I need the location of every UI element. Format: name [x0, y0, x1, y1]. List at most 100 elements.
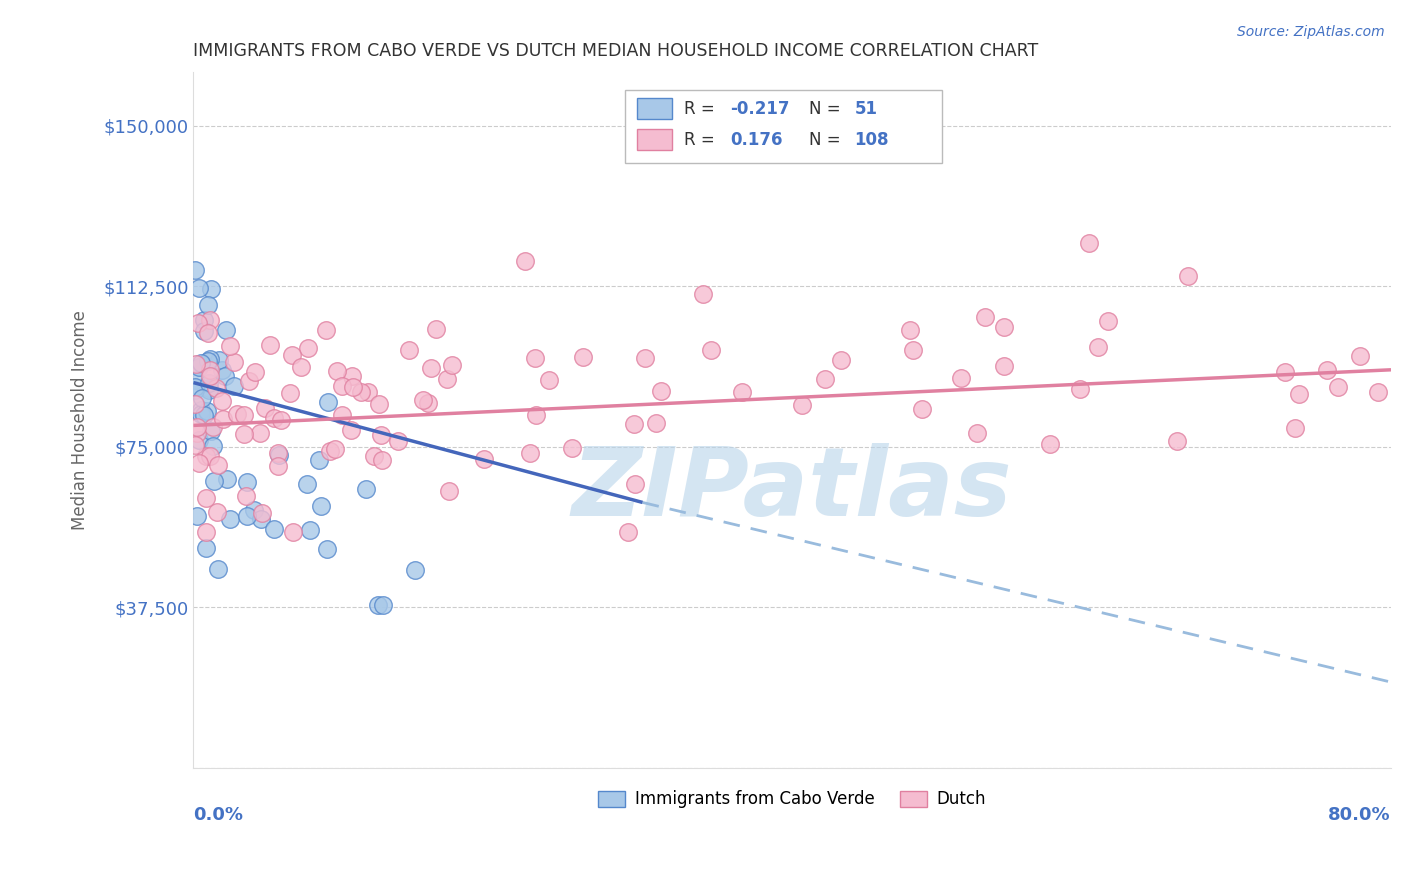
Point	[297, 341, 319, 355]
Point	[259, 337, 281, 351]
Point	[200, 282, 222, 296]
Text: ZIPatlas: ZIPatlas	[572, 443, 1012, 536]
Point	[205, 504, 228, 518]
Point	[295, 477, 318, 491]
Point	[184, 357, 207, 371]
Point	[190, 407, 212, 421]
Point	[1166, 434, 1188, 448]
Text: IMMIGRANTS FROM CABO VERDE VS DUTCH MEDIAN HOUSEHOLD INCOME CORRELATION CHART: IMMIGRANTS FROM CABO VERDE VS DUTCH MEDI…	[194, 42, 1039, 60]
Point	[1348, 349, 1371, 363]
Point	[472, 452, 495, 467]
Point	[1288, 386, 1310, 401]
Point	[187, 281, 209, 295]
Point	[198, 449, 221, 463]
Point	[356, 482, 378, 496]
Point	[1327, 380, 1350, 394]
Point	[212, 412, 235, 426]
Point	[235, 489, 257, 503]
Point	[215, 322, 238, 336]
Point	[1316, 362, 1339, 376]
FancyBboxPatch shape	[624, 90, 942, 163]
Point	[330, 409, 353, 423]
Point	[236, 475, 259, 490]
Point	[830, 353, 852, 368]
Point	[1097, 314, 1119, 328]
Point	[966, 425, 988, 440]
Point	[238, 374, 260, 388]
Point	[217, 472, 239, 486]
Text: 0.0%: 0.0%	[194, 806, 243, 824]
Point	[315, 323, 337, 337]
Point	[790, 398, 813, 412]
Point	[278, 386, 301, 401]
Point	[198, 363, 221, 377]
Point	[188, 456, 211, 470]
Point	[200, 424, 222, 438]
Point	[340, 423, 363, 437]
Point	[254, 401, 277, 415]
Point	[214, 369, 236, 384]
Point	[319, 444, 342, 458]
FancyBboxPatch shape	[637, 129, 672, 150]
Point	[184, 438, 207, 452]
Point	[205, 381, 228, 395]
Point	[367, 598, 389, 612]
Point	[325, 364, 347, 378]
Point	[1078, 235, 1101, 250]
Point	[357, 385, 380, 400]
Point	[187, 316, 209, 330]
Point	[194, 525, 217, 540]
Point	[211, 394, 233, 409]
Point	[263, 410, 285, 425]
Point	[911, 402, 934, 417]
Point	[561, 441, 583, 455]
Point	[316, 395, 339, 409]
Point	[1367, 384, 1389, 399]
Point	[198, 383, 221, 397]
Point	[299, 523, 322, 537]
Point	[900, 323, 922, 337]
Point	[416, 395, 439, 409]
Point	[186, 508, 208, 523]
Point	[207, 458, 229, 473]
Point	[188, 433, 211, 447]
Point	[524, 351, 547, 366]
Point	[623, 417, 645, 431]
Point	[198, 351, 221, 366]
Point	[1177, 269, 1199, 284]
Text: R =: R =	[685, 100, 720, 118]
Point	[195, 404, 218, 418]
Point	[193, 409, 215, 423]
Y-axis label: Median Household Income: Median Household Income	[72, 310, 89, 530]
Point	[184, 396, 207, 410]
Point	[224, 378, 246, 392]
Text: 80.0%: 80.0%	[1329, 806, 1391, 824]
Point	[202, 420, 225, 434]
Text: N =: N =	[808, 100, 846, 118]
Point	[211, 363, 233, 377]
Point	[193, 324, 215, 338]
Point	[187, 359, 209, 374]
Point	[330, 379, 353, 393]
Text: N =: N =	[808, 131, 846, 149]
Point	[202, 474, 225, 488]
Point	[371, 453, 394, 467]
Point	[184, 383, 207, 397]
Point	[731, 384, 754, 399]
Point	[184, 380, 207, 394]
Point	[650, 384, 672, 398]
Point	[249, 425, 271, 440]
Point	[950, 371, 973, 385]
Legend: Immigrants from Cabo Verde, Dutch: Immigrants from Cabo Verde, Dutch	[592, 784, 993, 815]
Point	[342, 380, 364, 394]
Point	[425, 321, 447, 335]
Text: 51: 51	[855, 100, 877, 118]
Point	[340, 368, 363, 383]
Point	[207, 562, 229, 576]
Point	[387, 434, 409, 449]
Point	[236, 508, 259, 523]
Point	[245, 365, 267, 379]
Point	[190, 403, 212, 417]
Point	[692, 287, 714, 301]
Point	[437, 484, 460, 499]
